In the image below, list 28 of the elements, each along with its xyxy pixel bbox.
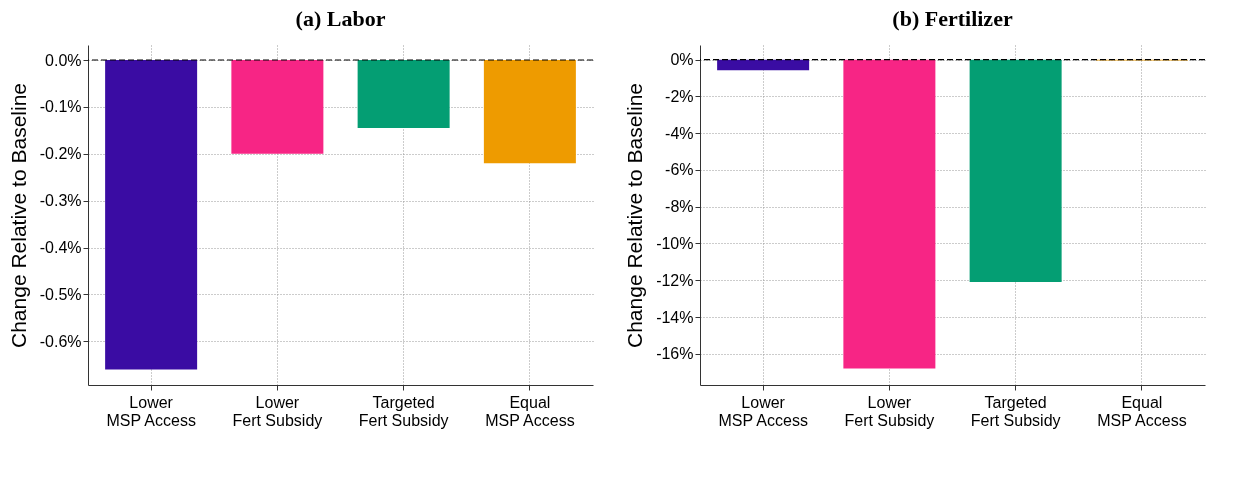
y-tick-label: -0.4% xyxy=(39,239,82,257)
y-tick-label: -0.5% xyxy=(39,285,82,303)
y-axis-title: Change Relative to Baseline xyxy=(6,82,30,349)
chart-title: (b) Fertilizer xyxy=(892,6,1013,31)
x-tick-label: Lower MSP Access xyxy=(106,393,196,429)
x-tick-label: Lower Fert Subsidy xyxy=(844,393,935,429)
x-tick-label: Equal MSP Access xyxy=(1097,393,1187,429)
y-tick-label: 0% xyxy=(670,51,694,69)
y-tick-label: -0.6% xyxy=(39,332,82,350)
y-tick-label: -6% xyxy=(665,161,694,179)
y-tick-label: -16% xyxy=(656,345,694,363)
y-tick-label: -0.2% xyxy=(39,145,82,163)
x-tick-label: Targeted Fert Subsidy xyxy=(358,393,449,429)
x-tick-label: Lower MSP Access xyxy=(718,393,808,429)
y-tick-label: -0.3% xyxy=(39,192,82,210)
x-tick-label: Equal MSP Access xyxy=(485,393,575,429)
x-tick-label: Targeted Fert Subsidy xyxy=(970,393,1061,429)
y-tick-label: -4% xyxy=(665,124,694,142)
y-tick-label: -0.1% xyxy=(39,98,82,116)
y-tick-label: -14% xyxy=(656,308,694,326)
y-tick-label: -2% xyxy=(665,87,694,105)
x-tick-label: Lower Fert Subsidy xyxy=(232,393,323,429)
y-tick-label: -8% xyxy=(665,198,694,216)
chart-title: (a) Labor xyxy=(295,6,386,31)
y-tick-label: -12% xyxy=(656,271,694,289)
y-axis-title: Change Relative to Baseline xyxy=(623,82,647,349)
y-tick-label: -10% xyxy=(656,234,694,252)
y-tick-label: 0.0% xyxy=(45,51,82,69)
